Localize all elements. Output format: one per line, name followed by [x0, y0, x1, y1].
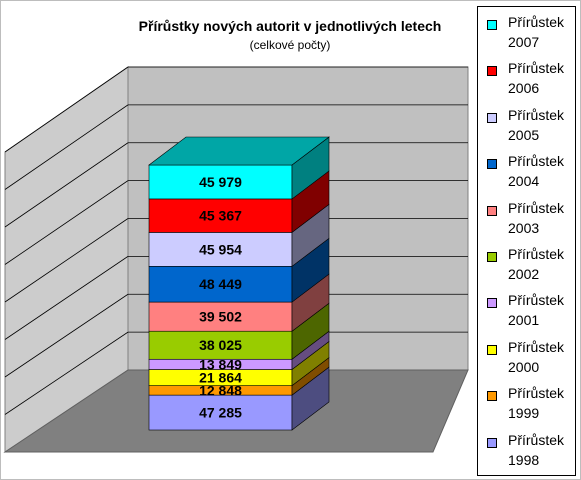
legend-year: 2005 [508, 126, 540, 143]
gridline [4, 293, 129, 378]
data-label-p-r-stek-2004: 48 449 [199, 276, 242, 292]
bar-segment-p-r-stek-1998 [148, 366, 330, 431]
legend-year: 1998 [508, 451, 540, 468]
bar-segment-p-r-stek-2003 [148, 273, 330, 332]
gridline [4, 218, 129, 303]
gridline [4, 331, 129, 415]
legend-item-p-r-stek-1999: Přírůstek 1999 [478, 382, 575, 428]
legend-swatch [487, 159, 497, 170]
legend-swatch [487, 112, 497, 123]
bar-segment-p-r-stek-2006 [148, 170, 330, 234]
legend-year: 2007 [508, 34, 540, 50]
legend-item-p-r-stek-2001: Přírůstek 2001 [478, 289, 575, 335]
chart-title: Přírůstky nových autorit v jednotlivých … [138, 18, 442, 34]
legend-year: 2003 [508, 219, 540, 236]
data-label-p-r-stek-2007: 45 979 [199, 174, 242, 190]
legend-swatch [487, 391, 497, 402]
data-label-p-r-stek-2000: 21 864 [199, 370, 242, 386]
gridline [4, 180, 129, 265]
data-label-p-r-stek-2005: 45 954 [199, 241, 242, 257]
legend-label: Přírůstek [508, 199, 565, 216]
legend-item-p-r-stek-1998: Přírůstek 1998 [478, 429, 575, 475]
legend-year: 2000 [508, 358, 540, 375]
bar-segment-p-r-stek-2002 [148, 302, 330, 360]
legend-label: Přírůstek [508, 14, 565, 30]
legend-swatch [487, 344, 497, 355]
gridline [4, 66, 129, 153]
legend-label: Přírůstek [508, 431, 565, 448]
bar-segment-p-r-stek-2007 [148, 136, 330, 200]
data-label-p-r-stek-2001: 13 849 [199, 356, 242, 372]
legend-item-p-r-stek-2007: Přírůstek 2007 [478, 11, 575, 57]
legend-label: Přírůstek [508, 246, 565, 262]
legend-swatch [487, 298, 497, 309]
data-label-p-r-stek-2006: 45 367 [199, 208, 242, 224]
legend-item-p-r-stek-2002: Přírůstek 2002 [478, 243, 575, 289]
legend-item-p-r-stek-2006: Přírůstek 2006 [478, 57, 575, 103]
gridline [4, 142, 129, 228]
legend-swatch [487, 437, 497, 448]
data-label-p-r-stek-1999: 12 848 [199, 382, 242, 398]
stacked-bar [148, 136, 330, 431]
legend-swatch [487, 66, 497, 77]
data-label-p-r-stek-1998: 47 285 [199, 405, 242, 421]
legend-year: 2006 [508, 80, 540, 97]
legend-label: Přírůstek [508, 153, 565, 170]
bar-segment-p-r-stek-2005 [148, 203, 330, 267]
gridline [4, 256, 129, 340]
bar-top-face [148, 136, 330, 166]
legend-swatch [487, 205, 497, 216]
gridline [4, 104, 129, 190]
legend-item-p-r-stek-2003: Přírůstek 2003 [478, 197, 575, 243]
data-label-p-r-stek-2002: 38 025 [199, 337, 242, 353]
legend-label: Přírůstek [508, 338, 565, 355]
chart-subtitle: (celkové počty) [249, 38, 331, 52]
data-label-p-r-stek-2003: 39 502 [199, 309, 242, 325]
legend-year: 2004 [508, 173, 540, 190]
legend-year: 2001 [508, 312, 540, 329]
legend-swatch [487, 252, 497, 262]
legend-item-p-r-stek-2000: Přírůstek 2000 [478, 336, 575, 382]
legend-label: Přírůstek [508, 60, 565, 77]
legend-year: 2002 [508, 266, 540, 282]
legend-swatch [487, 20, 497, 30]
legend-label: Přírůstek [508, 106, 565, 123]
legend-label: Přírůstek [508, 385, 565, 402]
legend-item-p-r-stek-2005: Přírůstek 2005 [478, 104, 575, 150]
legend-year: 1999 [508, 405, 540, 422]
legend: Přírůstek 2007 Přírůstek 2006 Přírůstek 2005 P… [477, 6, 576, 476]
legend-item-p-r-stek-2004: Přírůstek 2004 [478, 150, 575, 196]
legend-label: Přírůstek [508, 292, 565, 309]
bar-segment-p-r-stek-2004 [148, 237, 330, 303]
